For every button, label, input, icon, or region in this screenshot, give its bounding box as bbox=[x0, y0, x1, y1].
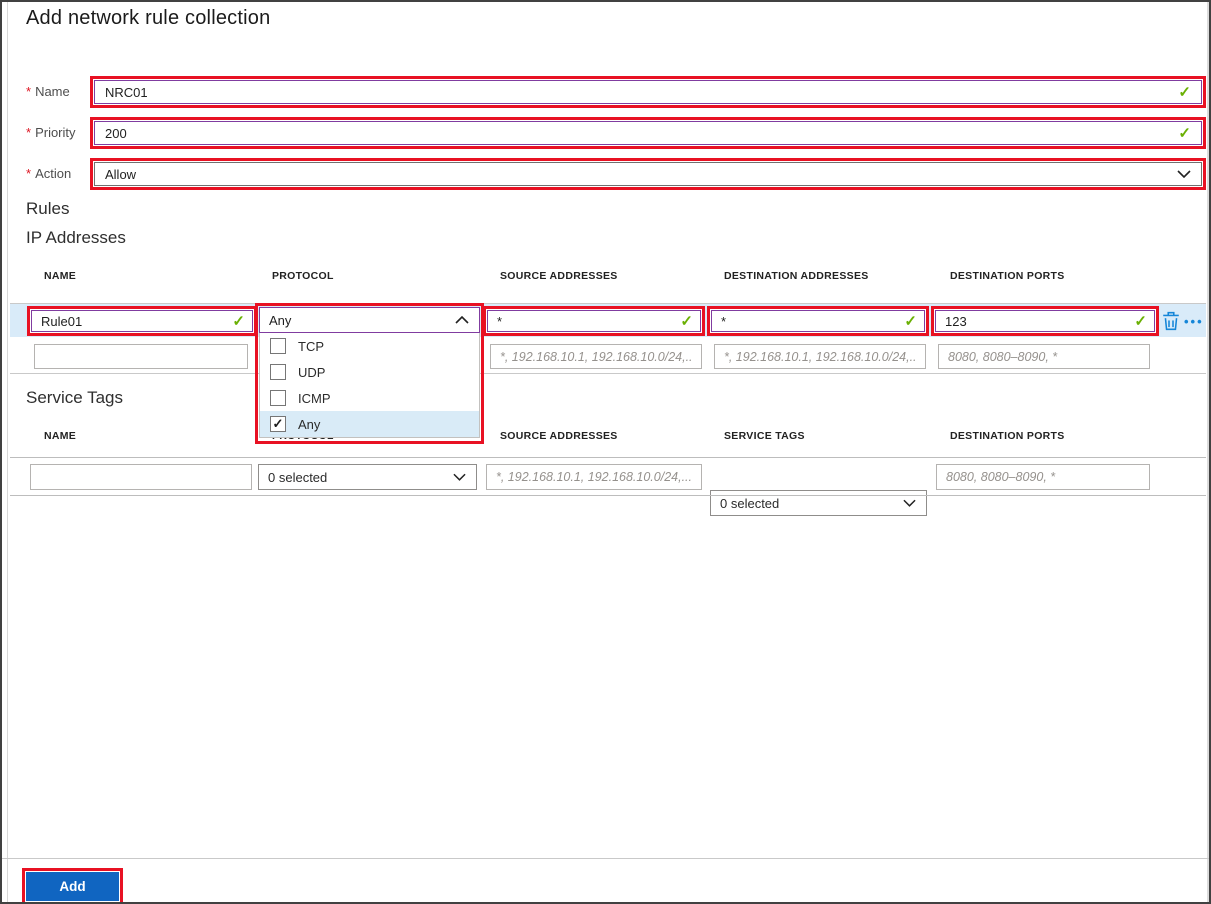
st-service-tags-select[interactable]: 0 selected bbox=[710, 490, 927, 516]
required-asterisk: * bbox=[26, 166, 32, 181]
trash-icon bbox=[1163, 311, 1179, 331]
st-destination-ports-input[interactable] bbox=[936, 464, 1150, 490]
new-source-addresses-input[interactable] bbox=[490, 344, 702, 369]
chevron-down-icon bbox=[903, 499, 916, 507]
new-destination-addresses-input[interactable] bbox=[714, 344, 926, 369]
ip-col-name: NAME bbox=[44, 270, 77, 282]
chevron-up-icon bbox=[455, 316, 469, 324]
ip-addresses-heading: IP Addresses bbox=[26, 228, 126, 247]
blade-left-border bbox=[7, 2, 8, 902]
rules-heading: Rules bbox=[26, 199, 70, 218]
chevron-down-icon bbox=[1177, 170, 1191, 178]
name-label: * Name bbox=[26, 84, 70, 99]
add-button[interactable]: Add bbox=[26, 872, 119, 901]
st-col-service-tags: SERVICE TAGS bbox=[724, 430, 805, 442]
action-label: * Action bbox=[26, 166, 72, 181]
priority-label: * Priority bbox=[26, 125, 76, 140]
st-protocol-select[interactable]: 0 selected bbox=[258, 464, 477, 490]
table-divider bbox=[10, 495, 1206, 496]
destination-addresses-input[interactable] bbox=[711, 310, 925, 332]
st-source-addresses-input[interactable] bbox=[486, 464, 702, 490]
priority-input[interactable] bbox=[94, 121, 1202, 145]
delete-rule-button[interactable] bbox=[1162, 311, 1180, 336]
protocol-dropdown-annotation: Any TCP UDP ICMP Any bbox=[255, 303, 484, 444]
table-divider bbox=[10, 373, 1206, 374]
st-col-ports: DESTINATION PORTS bbox=[950, 430, 1065, 442]
service-tags-heading: Service Tags bbox=[26, 388, 124, 407]
source-addresses-annotation: ✓ bbox=[483, 306, 705, 336]
st-col-name: NAME bbox=[44, 430, 77, 442]
name-input[interactable] bbox=[94, 80, 1202, 104]
protocol-option-icmp[interactable]: ICMP bbox=[260, 385, 479, 411]
rule-name-input[interactable] bbox=[31, 310, 253, 332]
chevron-down-icon bbox=[453, 473, 466, 481]
table-divider bbox=[10, 303, 1206, 304]
ip-col-source: SOURCE ADDRESSES bbox=[500, 270, 618, 282]
destination-addresses-annotation: ✓ bbox=[707, 306, 929, 336]
checkbox-checked-icon[interactable] bbox=[270, 416, 286, 432]
more-options-icon[interactable]: ••• bbox=[1184, 314, 1204, 329]
protocol-option-any[interactable]: Any bbox=[260, 411, 479, 437]
add-button-annotation: Add bbox=[22, 868, 123, 902]
rule-name-annotation: ✓ bbox=[27, 306, 257, 336]
ip-col-ports: DESTINATION PORTS bbox=[950, 270, 1065, 282]
protocol-options-panel: TCP UDP ICMP Any bbox=[259, 333, 480, 438]
st-col-source: SOURCE ADDRESSES bbox=[500, 430, 618, 442]
action-select[interactable]: Allow bbox=[94, 162, 1202, 186]
ip-col-destination: DESTINATION ADDRESSES bbox=[724, 270, 869, 282]
new-rule-name-input[interactable] bbox=[34, 344, 248, 369]
ip-col-protocol: PROTOCOL bbox=[272, 270, 334, 282]
protocol-select[interactable]: Any bbox=[259, 307, 480, 333]
st-name-input[interactable] bbox=[30, 464, 252, 490]
footer-divider bbox=[2, 858, 1209, 859]
protocol-option-tcp[interactable]: TCP bbox=[260, 333, 479, 359]
protocol-option-udp[interactable]: UDP bbox=[260, 359, 479, 385]
checkbox-unchecked-icon[interactable] bbox=[270, 364, 286, 380]
new-destination-ports-input[interactable] bbox=[938, 344, 1150, 369]
required-asterisk: * bbox=[26, 84, 32, 99]
name-field-annotation: ✓ bbox=[90, 76, 1206, 108]
checkbox-unchecked-icon[interactable] bbox=[270, 390, 286, 406]
page-title: Add network rule collection bbox=[26, 7, 271, 29]
destination-ports-input[interactable] bbox=[935, 310, 1155, 332]
action-field-annotation: Allow bbox=[90, 158, 1206, 190]
source-addresses-input[interactable] bbox=[487, 310, 701, 332]
table-divider bbox=[10, 457, 1206, 458]
required-asterisk: * bbox=[26, 125, 32, 140]
blade-right-border bbox=[1207, 2, 1209, 902]
destination-ports-annotation: ✓ bbox=[931, 306, 1159, 336]
checkbox-unchecked-icon[interactable] bbox=[270, 338, 286, 354]
priority-field-annotation: ✓ bbox=[90, 117, 1206, 149]
